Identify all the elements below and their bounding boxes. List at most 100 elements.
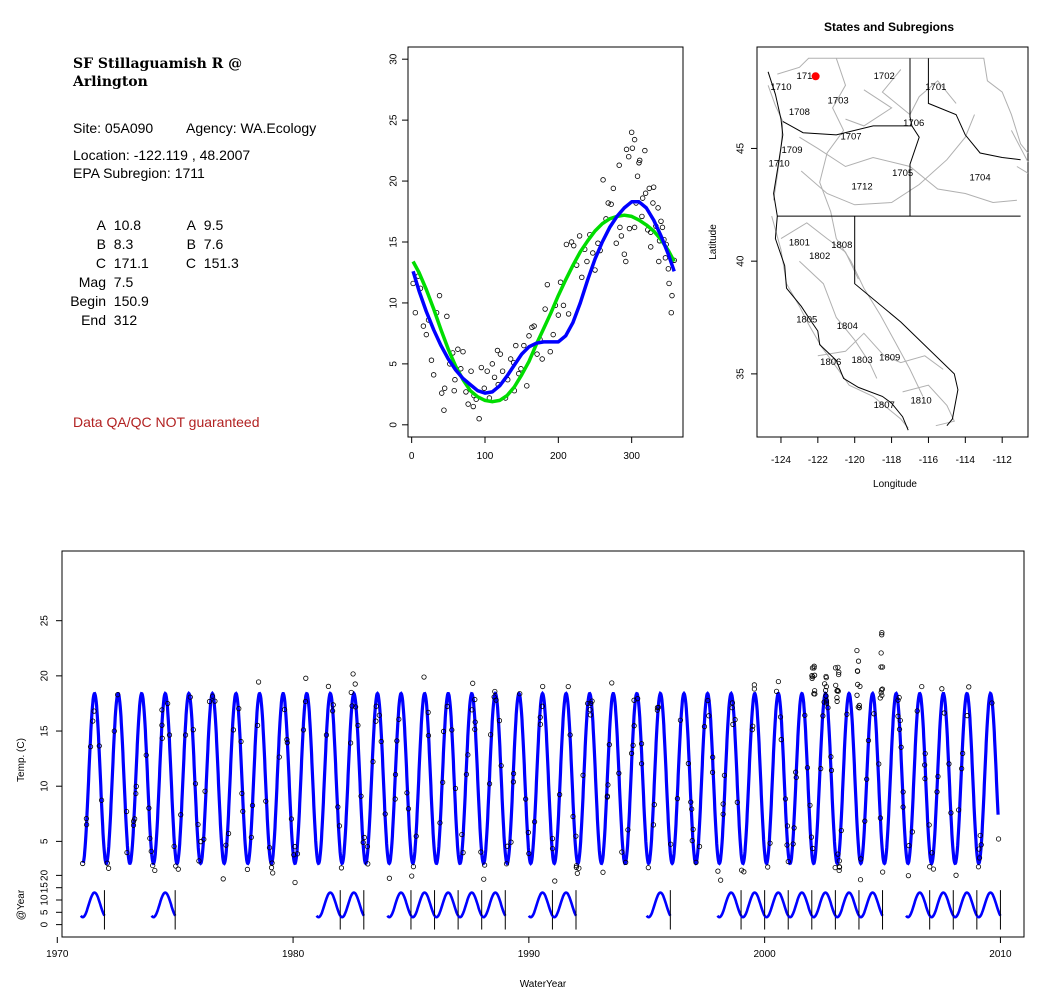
observation-point bbox=[159, 707, 165, 713]
observation-point bbox=[922, 776, 928, 782]
scatter-point bbox=[524, 383, 530, 389]
observation-point bbox=[775, 678, 781, 685]
scatter-point bbox=[631, 136, 638, 143]
scatter-point bbox=[510, 359, 517, 366]
observation-point bbox=[750, 723, 756, 729]
observation-point bbox=[862, 818, 868, 824]
observation-point bbox=[493, 697, 499, 703]
observation-point bbox=[834, 687, 841, 693]
scatter-point bbox=[547, 348, 553, 355]
observation-point bbox=[628, 750, 635, 756]
observation-point bbox=[133, 783, 139, 789]
scatter-point bbox=[655, 205, 661, 211]
observation-point bbox=[600, 869, 606, 875]
observation-point bbox=[338, 865, 345, 871]
fit-curve-green bbox=[411, 213, 676, 404]
observation-point bbox=[609, 680, 615, 686]
observation-point bbox=[832, 864, 838, 871]
observation-point bbox=[284, 740, 290, 746]
observation-point bbox=[809, 675, 815, 682]
observation-point bbox=[382, 811, 388, 817]
observation-point bbox=[350, 671, 356, 677]
observation-point bbox=[922, 750, 928, 757]
observation-point bbox=[482, 862, 488, 868]
scatter-point bbox=[636, 160, 642, 166]
observation-point bbox=[734, 799, 740, 805]
scatter-point bbox=[420, 323, 427, 329]
observation-point bbox=[825, 705, 831, 711]
scatter-y-tick-label: 25 bbox=[389, 114, 400, 126]
scatter-y-tick-label: 20 bbox=[389, 175, 400, 187]
subregion-label: 1712 bbox=[852, 181, 873, 192]
observation-point bbox=[989, 700, 995, 706]
observation-point bbox=[807, 802, 813, 808]
observation-point bbox=[730, 721, 736, 727]
observation-point bbox=[223, 842, 229, 848]
observation-point bbox=[720, 811, 726, 817]
scatter-point bbox=[428, 357, 435, 363]
observation-point bbox=[478, 849, 484, 855]
observation-point bbox=[898, 744, 904, 750]
observation-point bbox=[631, 697, 637, 703]
scatter-y-tick-label: 30 bbox=[389, 53, 400, 65]
observation-point bbox=[335, 804, 341, 810]
observation-point bbox=[240, 808, 246, 814]
subregion-label: 1804 bbox=[837, 321, 858, 332]
site-title-line1: SF Stillaguamish R @ bbox=[73, 56, 243, 72]
scatter-point bbox=[671, 257, 677, 263]
observation-point bbox=[721, 772, 728, 778]
observation-point bbox=[834, 698, 840, 704]
scatter-point bbox=[473, 396, 479, 402]
observation-point bbox=[336, 823, 343, 829]
observation-point bbox=[856, 705, 862, 711]
scatter-point bbox=[669, 292, 675, 299]
observation-point bbox=[804, 765, 811, 771]
observation-point bbox=[878, 689, 884, 696]
scatter-point bbox=[481, 385, 487, 391]
fit-curve-blue bbox=[411, 200, 676, 395]
observation-point bbox=[689, 838, 695, 844]
observation-point bbox=[212, 698, 218, 704]
observation-point bbox=[976, 855, 983, 861]
observation-point bbox=[654, 707, 660, 713]
observation-point bbox=[701, 724, 708, 730]
observation-point bbox=[565, 683, 571, 690]
observation-point bbox=[373, 703, 379, 709]
subregion-label: 1807 bbox=[874, 400, 895, 411]
subregion-label: 1802 bbox=[809, 251, 830, 262]
observation-point bbox=[376, 712, 382, 718]
observation-point bbox=[440, 779, 446, 785]
observation-point bbox=[835, 851, 841, 857]
scatter-point bbox=[648, 244, 654, 250]
observation-point bbox=[895, 697, 901, 703]
scatter-point bbox=[552, 302, 559, 309]
observation-point bbox=[361, 834, 367, 841]
scatter-point bbox=[646, 185, 652, 192]
observation-point bbox=[878, 687, 885, 693]
subregion-label: 1711 bbox=[797, 71, 817, 82]
observation-point bbox=[688, 799, 694, 805]
observation-point bbox=[782, 796, 789, 802]
observation-point bbox=[844, 711, 850, 717]
observation-point bbox=[741, 869, 747, 875]
observation-point bbox=[386, 875, 392, 881]
observation-point bbox=[836, 867, 842, 874]
observation-point bbox=[926, 822, 932, 828]
observation-point bbox=[835, 664, 841, 670]
ts-sub-y-tick-label: 15 bbox=[40, 882, 51, 894]
observation-point bbox=[587, 707, 593, 713]
scatter-point bbox=[592, 267, 598, 273]
observation-point bbox=[706, 713, 712, 719]
observation-point bbox=[631, 723, 637, 729]
observation-point bbox=[440, 728, 447, 734]
scatter-point bbox=[529, 324, 535, 331]
scatter-point bbox=[639, 195, 646, 201]
ts-y-tick-label: 10 bbox=[40, 780, 51, 792]
annual-mini-curve bbox=[952, 891, 978, 919]
observation-point bbox=[948, 810, 954, 816]
observation-point bbox=[897, 717, 903, 724]
observation-point bbox=[437, 820, 443, 826]
observation-point bbox=[822, 681, 828, 687]
scatter-point bbox=[537, 336, 543, 343]
scatter-point bbox=[539, 356, 545, 362]
